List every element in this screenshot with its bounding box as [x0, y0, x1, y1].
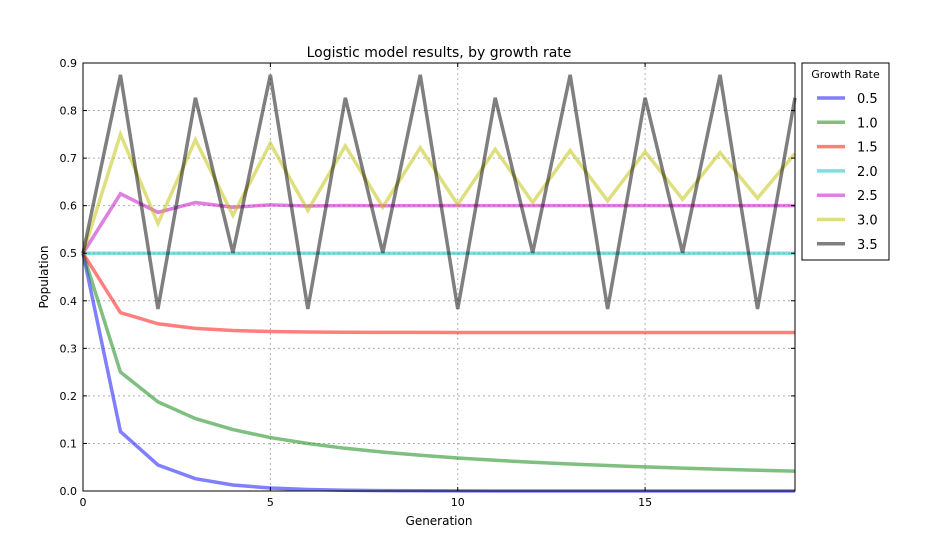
series-line-1-0	[81, 252, 796, 473]
legend-label: 3.0	[857, 214, 878, 229]
legend-label: 1.5	[857, 141, 878, 156]
y-axis-title: Population	[37, 245, 51, 308]
legend-label: 2.5	[857, 189, 878, 204]
legend-box	[801, 62, 890, 261]
y-tick-label: 0.9	[60, 57, 78, 70]
y-tick-label: 0.1	[60, 437, 78, 450]
series-line-3-0	[81, 129, 797, 254]
legend-items: 0.5 1.0 1.5 2.0 2.5 3.0 3.5	[817, 92, 878, 253]
x-axis-title: Generation	[406, 514, 473, 528]
plot-frame	[82, 62, 796, 492]
legend-title: Growth Rate	[811, 68, 880, 81]
legend-label: 1.0	[857, 116, 878, 131]
y-tick-label: 0.8	[60, 105, 78, 118]
legend-label: 2.0	[857, 165, 878, 180]
legend: Growth Rate 0.5 1.0 1.5 2.0 2.5 3.0 3.5	[801, 62, 890, 261]
series-line-1-5	[81, 252, 795, 335]
axis-ticks: 0.0 0.1 0.2 0.3 0.4 0.5 0.6 0.7 0.8 0.9 0 5 10 15	[60, 57, 795, 509]
y-tick-label: 0.2	[60, 390, 78, 403]
legend-label: 3.5	[857, 238, 878, 253]
series-lines	[81, 74, 797, 493]
legend-label: 0.5	[857, 92, 878, 107]
series-line-2-5	[81, 191, 795, 255]
x-tick-label: 0	[80, 496, 87, 509]
y-tick-label: 0.7	[60, 152, 78, 165]
y-tick-label: 0.3	[60, 342, 78, 355]
y-tick-label: 0.5	[60, 247, 78, 260]
series-line-3-5	[81, 74, 797, 310]
x-tick-label: 10	[451, 496, 465, 509]
x-tick-label: 15	[638, 496, 652, 509]
chart-title: Logistic model results, by growth rate	[307, 45, 572, 61]
y-tick-label: 0.6	[60, 200, 78, 213]
x-tick-label: 5	[267, 496, 274, 509]
y-tick-label: 0.4	[60, 295, 78, 308]
y-tick-label: 0.0	[60, 485, 78, 498]
